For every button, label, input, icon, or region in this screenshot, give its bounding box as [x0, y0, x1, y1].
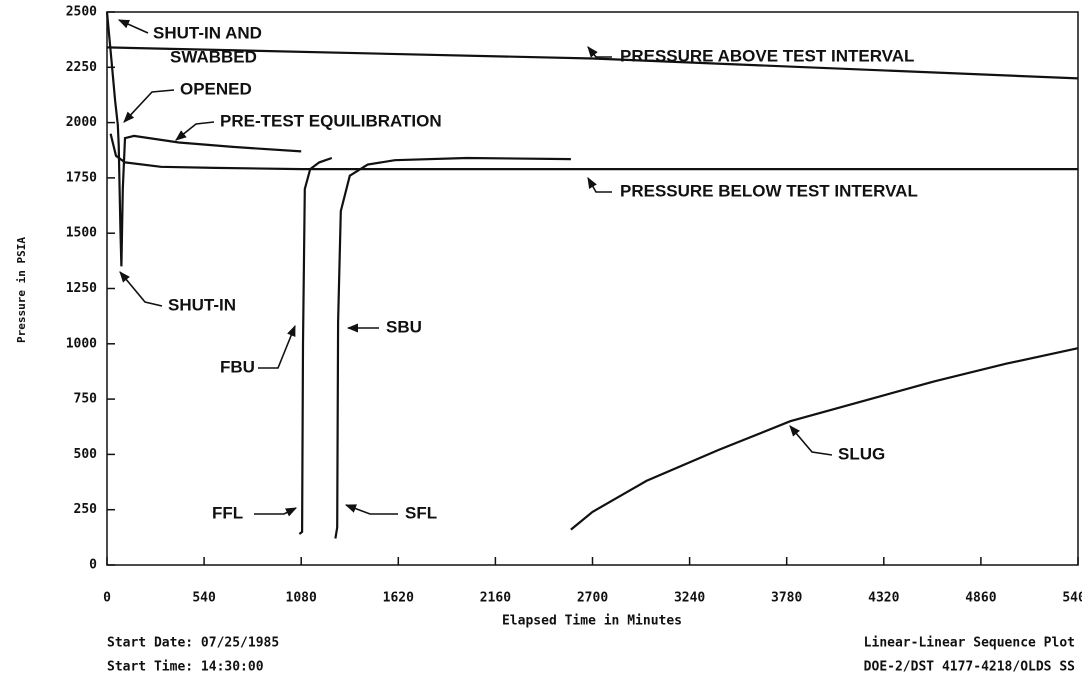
y-tick-label: 2500 — [66, 5, 97, 20]
annotation: SHUT-IN — [168, 295, 236, 314]
series-line — [105, 11, 1079, 539]
y-tick-label: 1250 — [66, 281, 97, 296]
annotation-arrow — [587, 46, 612, 58]
footer-left: Start Date: 07/25/1985 — [107, 636, 279, 651]
annotation-arrow — [344, 504, 398, 515]
plot-frame — [106, 11, 1079, 566]
y-tick-label: 500 — [74, 447, 98, 462]
annotation-arrow — [123, 89, 175, 123]
annotation: PRESSURE ABOVE TEST INTERVAL — [620, 46, 914, 65]
x-tick-label: 3780 — [771, 591, 802, 606]
annotation: SWABBED — [170, 47, 257, 66]
x-tick-label: 4860 — [965, 591, 996, 606]
x-tick-label: 2700 — [577, 591, 608, 606]
annotation: OPENED — [180, 79, 252, 98]
y-tick-label: 1000 — [66, 336, 97, 351]
annotation: PRESSURE BELOW TEST INTERVAL — [620, 181, 918, 200]
footer-left: Start Time: 14:30:00 — [107, 660, 264, 675]
x-tick-label: 1620 — [383, 591, 414, 606]
annotation: SFL — [405, 503, 437, 522]
annotation-arrow — [119, 271, 163, 307]
footer-right: Linear-Linear Sequence Plot — [864, 636, 1075, 651]
y-tick-label: 250 — [74, 502, 98, 517]
y-tick-label: 1750 — [66, 170, 97, 185]
x-tick-label: 3240 — [674, 591, 705, 606]
x-tick-label: 540 — [192, 591, 216, 606]
annotation-arrow — [117, 19, 149, 34]
annotation-arrow — [254, 507, 298, 517]
annotation-arrow — [175, 121, 215, 141]
annotation: PRE-TEST EQUILIBRATION — [220, 111, 442, 130]
y-tick-label: 2000 — [66, 115, 97, 130]
annotation-arrow — [258, 324, 296, 369]
footer-right: DOE-2/DST 4177-4218/OLDS SS — [864, 660, 1075, 675]
x-axis-label: Elapsed Time in Minutes — [502, 614, 682, 629]
x-tick-label: 2160 — [480, 591, 511, 606]
x-tick-label: 0 — [103, 591, 111, 606]
series-line — [109, 133, 1078, 171]
y-tick-label: 750 — [74, 392, 98, 407]
annotation: SHUT-IN AND — [153, 23, 262, 42]
annotation-arrow — [587, 177, 612, 193]
series-line — [106, 46, 1079, 80]
annotation-arrow — [789, 425, 833, 456]
annotation: FBU — [220, 357, 255, 376]
y-tick-label: 1500 — [66, 226, 97, 241]
y-tick-label: 2250 — [66, 60, 97, 75]
annotation: SLUG — [838, 444, 885, 463]
x-tick-label: 5400 — [1062, 591, 1082, 606]
x-tick-label: 1080 — [286, 591, 317, 606]
y-axis-label: Pressure in PSIA — [15, 237, 28, 343]
y-tick-label: 0 — [89, 558, 97, 573]
x-tick-label: 4320 — [868, 591, 899, 606]
annotation: SBU — [386, 317, 422, 336]
annotation: FFL — [212, 503, 243, 522]
